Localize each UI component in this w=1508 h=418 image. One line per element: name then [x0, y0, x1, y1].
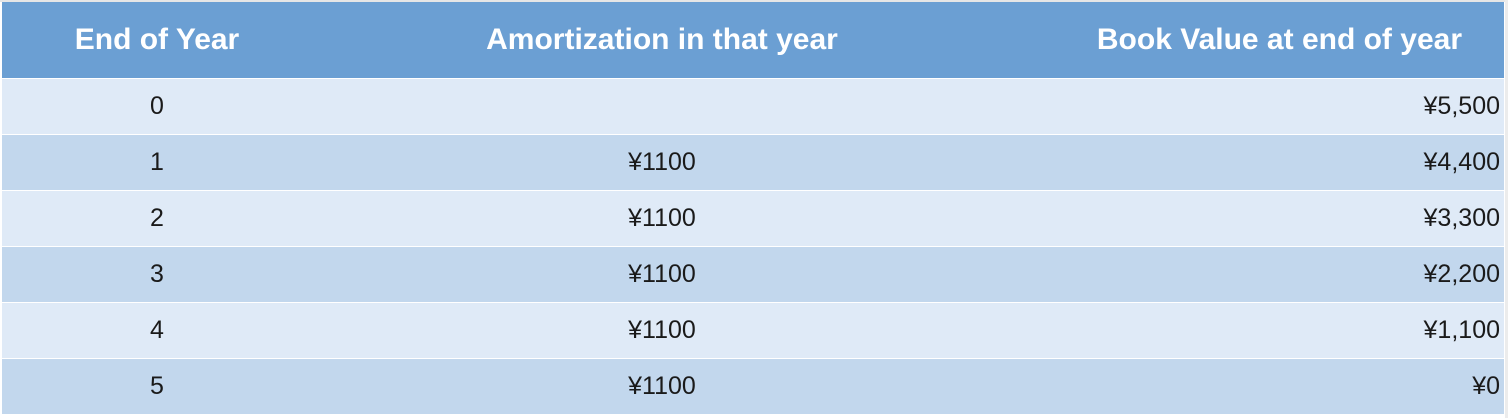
cell-book-value[interactable]: ¥5,500 — [1423, 92, 1500, 120]
table-row: 1 ¥1100 ¥4,400 — [2, 134, 1504, 190]
cell-amortization[interactable]: ¥1100 — [628, 260, 696, 288]
cell-book-value[interactable]: ¥1,100 — [1423, 316, 1500, 344]
cell-book-value[interactable]: ¥3,300 — [1423, 204, 1500, 232]
cell-amortization[interactable]: ¥1100 — [628, 204, 696, 232]
cell-amortization[interactable]: ¥1100 — [628, 316, 696, 344]
table-row: 5 ¥1100 ¥0 — [2, 358, 1504, 414]
cell-year[interactable]: 5 — [150, 372, 164, 400]
table-row: 3 ¥1100 ¥2,200 — [2, 246, 1504, 302]
gridline-top — [0, 0, 1508, 2]
cell-year[interactable]: 1 — [150, 148, 164, 176]
header-book-value[interactable]: Book Value at end of year — [1096, 23, 1462, 56]
table-row: 0 ¥5,500 — [2, 78, 1504, 134]
cell-book-value[interactable]: ¥0 — [1472, 372, 1500, 400]
header-end-of-year[interactable]: End of Year — [74, 23, 240, 56]
cell-amortization[interactable]: ¥1100 — [628, 148, 696, 176]
cell-book-value[interactable]: ¥2,200 — [1423, 260, 1500, 288]
cell-amortization[interactable]: ¥1100 — [628, 372, 696, 400]
table-row: 4 ¥1100 ¥1,100 — [2, 302, 1504, 358]
cell-year[interactable]: 4 — [150, 316, 164, 344]
gridline-right — [1505, 0, 1508, 418]
cell-book-value[interactable]: ¥4,400 — [1423, 148, 1500, 176]
cell-year[interactable]: 2 — [150, 204, 164, 232]
cell-year[interactable]: 0 — [150, 92, 164, 120]
header-amortization[interactable]: Amortization in that year — [486, 23, 838, 56]
table-row: 2 ¥1100 ¥3,300 — [2, 190, 1504, 246]
cell-year[interactable]: 3 — [150, 260, 164, 288]
table-header-row: End of Year Amortization in that year Bo… — [2, 2, 1504, 78]
